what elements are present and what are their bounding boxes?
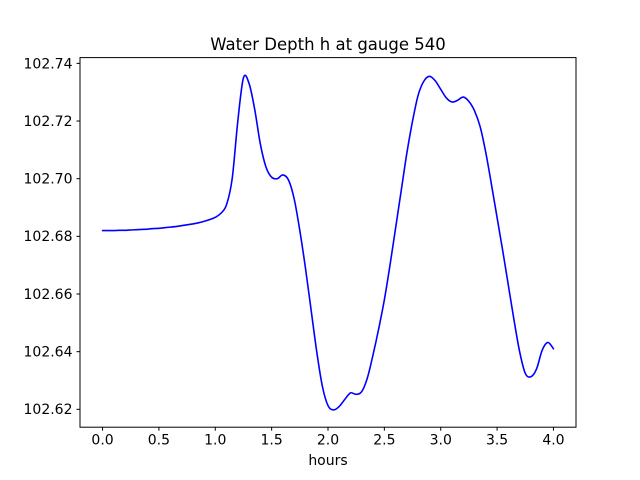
x-tick-label: 4.0 [542, 433, 564, 449]
plot-area [80, 57, 576, 428]
x-tick-label: 0.5 [148, 433, 170, 449]
chart-title: Water Depth h at gauge 540 [210, 35, 445, 54]
y-tick-label: 102.68 [24, 229, 73, 245]
x-tick-label: 2.0 [317, 433, 339, 449]
x-axis-ticks: 0.0 0.5 1.0 1.5 2.0 2.5 3.0 3.5 4.0 [91, 427, 565, 449]
x-axis-label: hours [308, 453, 347, 469]
water-depth-line [101, 74, 555, 411]
y-tick-label: 102.64 [24, 345, 73, 361]
y-tick-label: 102.62 [24, 402, 73, 418]
x-tick-label: 2.5 [373, 433, 395, 449]
x-tick-label: 3.0 [430, 433, 452, 449]
y-tick-label: 102.72 [24, 114, 73, 130]
plot-area-border [79, 57, 577, 428]
y-tick-label: 102.70 [24, 172, 73, 188]
x-tick-label: 0.0 [91, 433, 113, 449]
x-tick-label: 1.0 [204, 433, 226, 449]
x-tick-label: 1.5 [261, 433, 283, 449]
y-tick-label: 102.74 [24, 56, 73, 72]
y-axis-ticks: 102.62 102.64 102.66 102.68 102.70 102.72 102.… [24, 56, 80, 418]
x-tick-label: 3.5 [486, 433, 508, 449]
y-tick-label: 102.66 [24, 287, 73, 303]
